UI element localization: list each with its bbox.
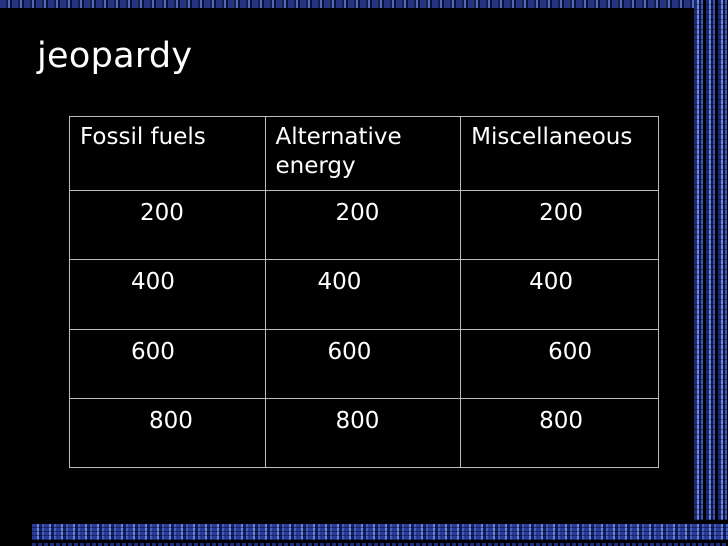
category-miscellaneous: Miscellaneous [460,115,659,192]
bottom-decorative-stripe [32,524,728,540]
cell-miscellaneous-400[interactable]: 400 [460,259,659,330]
cell-alternative-energy-600[interactable]: 600 [264,328,462,399]
category-fossil-fuels: Fossil fuels [69,115,266,192]
cell-alternative-energy-400[interactable]: 400 [264,259,462,330]
cell-fossil-fuels-800[interactable]: 800 [69,397,266,469]
top-decorative-stripe [0,0,728,8]
cell-fossil-fuels-600[interactable]: 600 [69,328,266,399]
cell-fossil-fuels-400[interactable]: 400 [69,259,266,330]
table-row: 800 800 800 [69,397,659,469]
cell-alternative-energy-200[interactable]: 200 [264,190,462,261]
right-decorative-stripe [694,0,728,520]
category-row: Fossil fuels Alternative energy Miscella… [69,115,659,192]
cell-miscellaneous-600[interactable]: 600 [460,328,659,399]
table-row: 400 400 400 [69,259,659,330]
jeopardy-board: Fossil fuels Alternative energy Miscella… [69,115,659,469]
category-alternative-energy: Alternative energy [264,115,462,192]
table-row: 600 600 600 [69,328,659,399]
bottom-thin-stripe [32,543,728,546]
cell-miscellaneous-200[interactable]: 200 [460,190,659,261]
table-row: 200 200 200 [69,190,659,261]
cell-fossil-fuels-200[interactable]: 200 [69,190,266,261]
cell-alternative-energy-800[interactable]: 800 [264,397,462,469]
slide-title: jeopardy [37,36,193,76]
cell-miscellaneous-800[interactable]: 800 [460,397,659,469]
